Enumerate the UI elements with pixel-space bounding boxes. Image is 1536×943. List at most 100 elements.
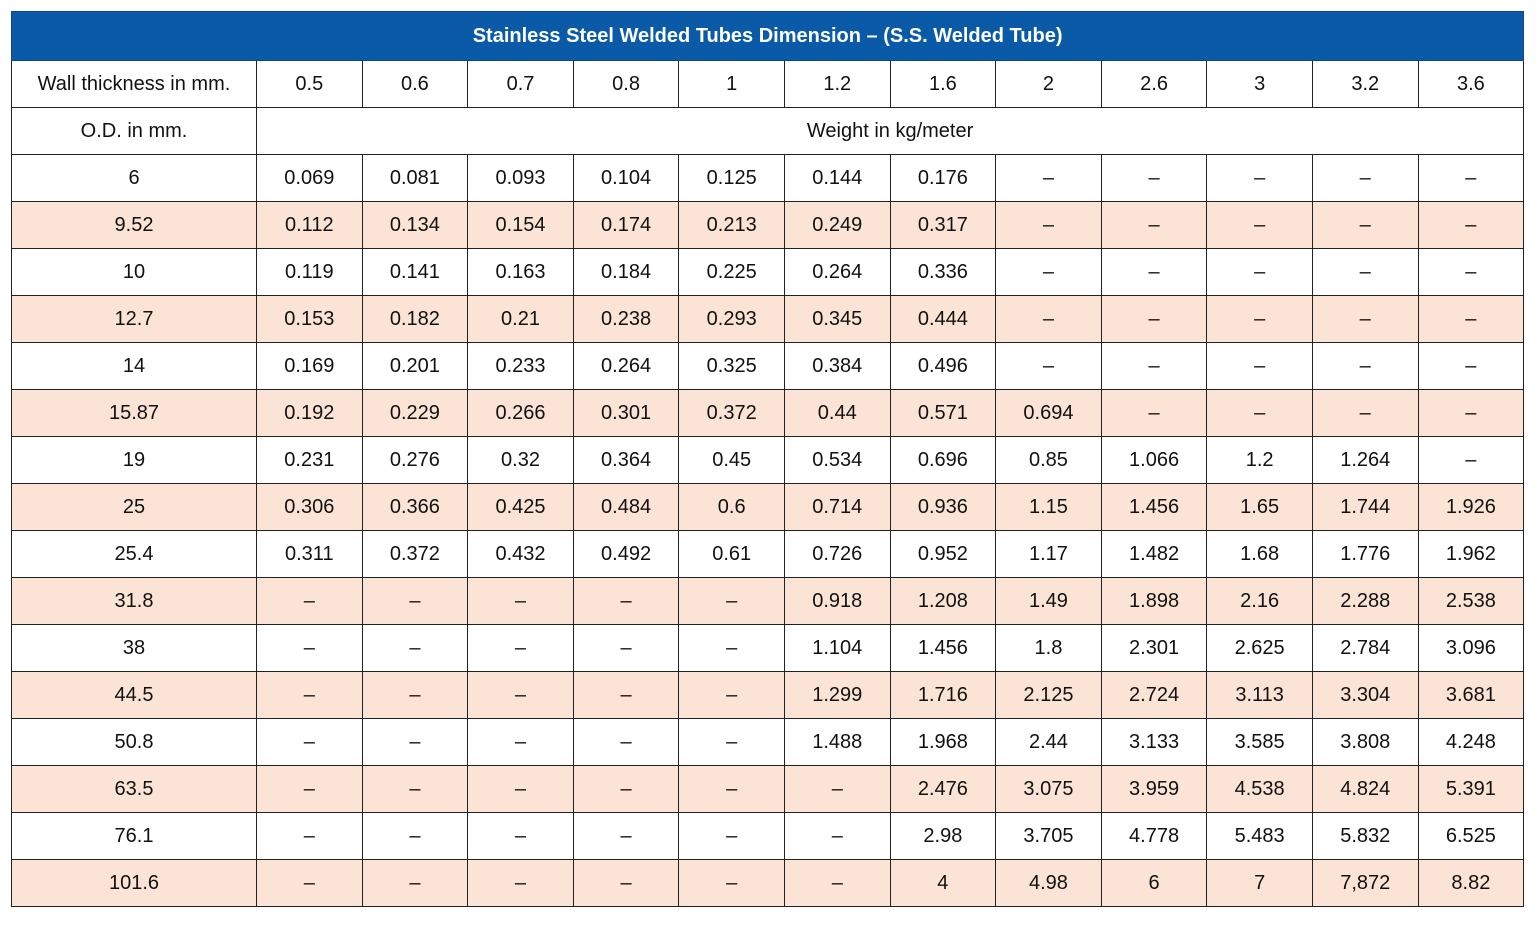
table-body: Wall thickness in mm. 0.5 0.6 0.7 0.8 1 1.2 1.… [11,60,1525,907]
weight-cell: 0.336 [889,248,997,296]
weight-label: Weight in kg/meter [255,107,1525,155]
table-row: 101.6– – – – – –4 4.98 6 7 7,872 8.82 [11,859,1525,907]
weight-cell: 5.483 [1206,812,1313,860]
weight-cell: – [678,577,785,625]
weight-cell: 0.366 [361,483,469,531]
wall-thickness-header: 0.5 [256,60,363,108]
weight-cell: 0.184 [572,248,680,296]
weight-cell: 2.538 [1417,577,1525,625]
od-cell: 14 [11,342,257,390]
weight-cell: 3.304 [1311,671,1419,719]
weight-cell: 0.231 [256,436,363,484]
weight-cell: – [1206,201,1313,249]
weight-cell: 7,872 [1311,859,1419,907]
weight-cell: 0.714 [783,483,891,531]
weight-cell: – [256,812,363,860]
weight-cell: – [572,624,680,672]
weight-cell: – [256,577,363,625]
od-cell: 38 [11,624,257,672]
weight-cell: 0.952 [889,530,997,578]
weight-cell: 4.778 [1100,812,1208,860]
weight-cell: 2.125 [995,671,1102,719]
weight-cell: 0.093 [467,154,574,202]
weight-cell: 0.264 [783,248,891,296]
wall-thickness-header: 0.7 [467,60,574,108]
wall-thickness-header: 1 [678,60,785,108]
weight-cell: 0.192 [256,389,363,437]
wall-thickness-label: Wall thickness in mm. [11,60,257,108]
table-row: 38– – – – –1.104 1.456 1.8 2.301 2.625 2.784 3.096 [11,624,1525,672]
weight-cell: 2.625 [1206,624,1313,672]
weight-cell: – [1311,342,1419,390]
weight-cell: 4 [889,859,997,907]
weight-cell: 0.936 [889,483,997,531]
weight-cell: – [1311,248,1419,296]
weight-cell: 0.425 [467,483,574,531]
weight-cell: – [361,765,469,813]
table-row: 14 0.169 0.201 0.233 0.264 0.325 0.384 0.496– – –… [11,342,1525,390]
weight-cell: – [678,624,785,672]
weight-cell: 4.98 [995,859,1102,907]
weight-cell: – [1100,248,1208,296]
weight-cell: – [783,812,891,860]
weight-cell: 0.104 [572,154,680,202]
table-row: 6 0.069 0.081 0.093 0.104 0.125 0.144 0.176– – – –… [11,154,1525,202]
weight-cell: – [1311,154,1419,202]
od-label: O.D. in mm. [11,107,257,155]
od-cell: 25.4 [11,530,257,578]
weld-tube-table: Stainless Steel Welded Tubes Dimension –… [10,11,1525,907]
wall-thickness-header: 2.6 [1100,60,1208,108]
weight-cell: 2.16 [1206,577,1313,625]
weight-cell: 0.364 [572,436,680,484]
weight-cell: 1.65 [1206,483,1313,531]
weight-cell: – [256,624,363,672]
weight-cell: – [1100,154,1208,202]
weight-cell: – [256,718,363,766]
weight-cell: 1.898 [1100,577,1208,625]
weight-cell: 0.345 [783,295,891,343]
weight-cell: 0.238 [572,295,680,343]
weight-cell: 0.125 [678,154,785,202]
table-row: 19 0.231 0.276 0.32 0.364 0.45 0.534 0.696 0.85 1… [11,436,1525,484]
wall-thickness-header: 2 [995,60,1102,108]
weight-cell: 1.68 [1206,530,1313,578]
weight-cell: 0.144 [783,154,891,202]
weight-cell: 1.208 [889,577,997,625]
weight-cell: 1.8 [995,624,1102,672]
weight-cell: 0.44 [783,389,891,437]
weight-cell: 0.492 [572,530,680,578]
weight-cell: – [361,624,469,672]
weight-cell: 0.154 [467,201,574,249]
od-cell: 9.52 [11,201,257,249]
weight-cell: 0.496 [889,342,997,390]
weight-cell: 1.066 [1100,436,1208,484]
weight-cell: 0.225 [678,248,785,296]
od-cell: 10 [11,248,257,296]
weight-cell: – [467,765,574,813]
weight-cell: 1.962 [1417,530,1525,578]
weight-cell: – [256,671,363,719]
weight-cell: 0.325 [678,342,785,390]
weight-cell: 1.2 [1206,436,1313,484]
weight-cell: – [1417,295,1525,343]
weight-cell: 0.384 [783,342,891,390]
od-cell: 44.5 [11,671,257,719]
weight-cell: – [572,718,680,766]
weight-cell: – [1100,295,1208,343]
od-cell: 25 [11,483,257,531]
weight-cell: – [467,671,574,719]
weight-cell: 0.081 [361,154,469,202]
weight-cell: – [1100,389,1208,437]
weight-cell: 2.724 [1100,671,1208,719]
weight-cell: 3.808 [1311,718,1419,766]
weight-cell: 0.372 [361,530,469,578]
table-row: 63.5– – – – – –2.476 3.075 3.959 4.538 4.824 5.391 [11,765,1525,813]
weight-cell: 4.824 [1311,765,1419,813]
weight-cell: 1.488 [783,718,891,766]
weight-cell: 3.585 [1206,718,1313,766]
od-cell: 15.87 [11,389,257,437]
weight-cell: 2.288 [1311,577,1419,625]
wall-thickness-header: 0.6 [361,60,469,108]
weight-cell: 0.85 [995,436,1102,484]
weight-cell: – [783,859,891,907]
